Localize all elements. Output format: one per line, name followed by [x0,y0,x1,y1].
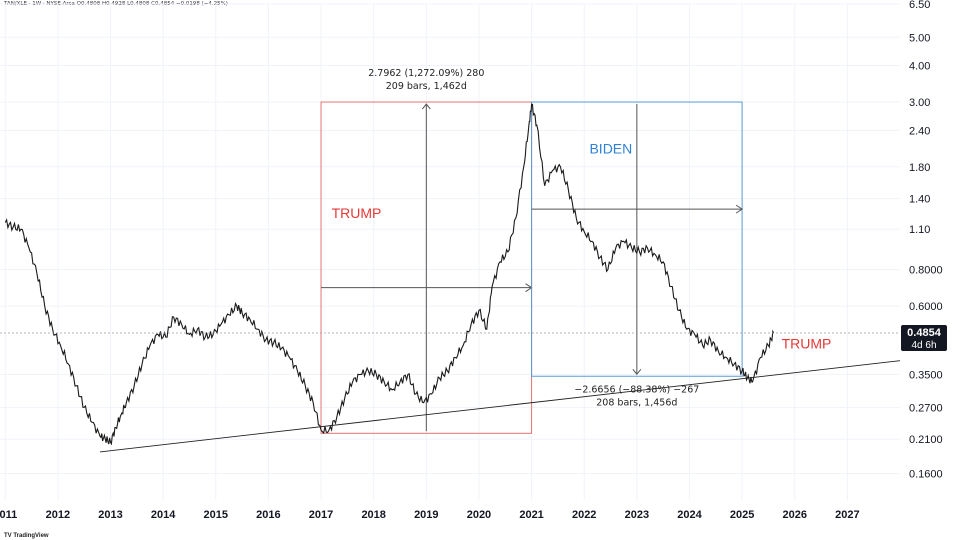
y-tick-label: 5.00 [909,32,930,44]
x-tick-label: 2024 [677,509,702,521]
zone-label: TRUMP [332,205,382,221]
y-tick-label: 1.40 [909,194,930,206]
zone-label: BIDEN [589,140,632,156]
y-tick-label: 0.6000 [909,301,943,313]
y-tick-label: 0.1600 [909,469,943,481]
x-tick-label: 2020 [467,509,491,521]
x-tick-label: 2013 [98,509,122,521]
x-tick-label: 2021 [519,509,543,521]
y-tick-label: 0.2700 [909,402,943,414]
y-tick-label: 2.40 [909,125,930,137]
arrow-head-h [735,204,744,214]
measure-label-change: −2.6656 (−88.38%) −267 [574,384,699,395]
x-tick-label: 2019 [414,509,438,521]
x-tick-label: 2018 [361,509,385,521]
x-axis: 2011 2012 2013 2014 2015 2016 2017 2018 2019 2020… [0,509,860,521]
bar-countdown: 4d 6h [911,340,936,351]
y-axis: 6.50 5.00 4.00 3.00 2.40 1.80 1.40 1.10 0.8000 0.… [909,0,943,481]
y-tick-label: 0.2100 [909,434,943,446]
price-line-series [4,103,775,446]
price-series [4,103,775,446]
annotation-labels: TRUMP BIDEN TRUMP [332,140,832,351]
zone-label: TRUMP [782,335,832,351]
x-tick-label: 2026 [782,509,806,521]
tradingview-brand: TV TradingView [4,533,49,539]
x-tick-label: 2022 [572,509,596,521]
support-trendline [99,360,901,453]
y-tick-label: 6.50 [909,0,930,11]
y-tick-label: 1.10 [909,224,930,236]
x-tick-label: 2011 [0,509,17,521]
measure-box [531,101,743,377]
measure-label-change: 2.7962 (1,272.09%) 280 [368,68,484,79]
x-tick-label: 2027 [835,509,859,521]
current-price-value: 0.4854 [907,327,942,339]
x-tick-label: 2012 [46,509,70,521]
x-tick-label: 2016 [256,509,280,521]
measure-label-bars: 208 bars, 1,456d [596,397,677,408]
price-marker: 0.4854 4d 6h [0,324,947,351]
x-tick-label: 2015 [204,509,228,521]
trendline-group [99,360,901,453]
grid [0,3,900,500]
y-tick-label: 4.00 [909,61,930,73]
arrow-head-v [632,368,642,376]
y-tick-label: 0.3500 [909,369,943,381]
y-tick-label: 3.00 [909,97,930,109]
measure-boxes: 2.7962 (1,272.09%) 280 209 bars, 1,462d −2… [320,68,744,434]
y-tick-label: 1.80 [909,162,930,174]
x-tick-label: 2025 [730,509,754,521]
y-tick-label: 0.8000 [909,265,943,277]
x-tick-label: 2014 [151,509,176,521]
x-tick-label: 2023 [625,509,649,521]
arrow-head-v [421,103,431,110]
current-price-badge [901,324,947,351]
measure-label-bars: 209 bars, 1,462d [386,81,467,92]
x-tick-label: 2017 [309,509,333,521]
